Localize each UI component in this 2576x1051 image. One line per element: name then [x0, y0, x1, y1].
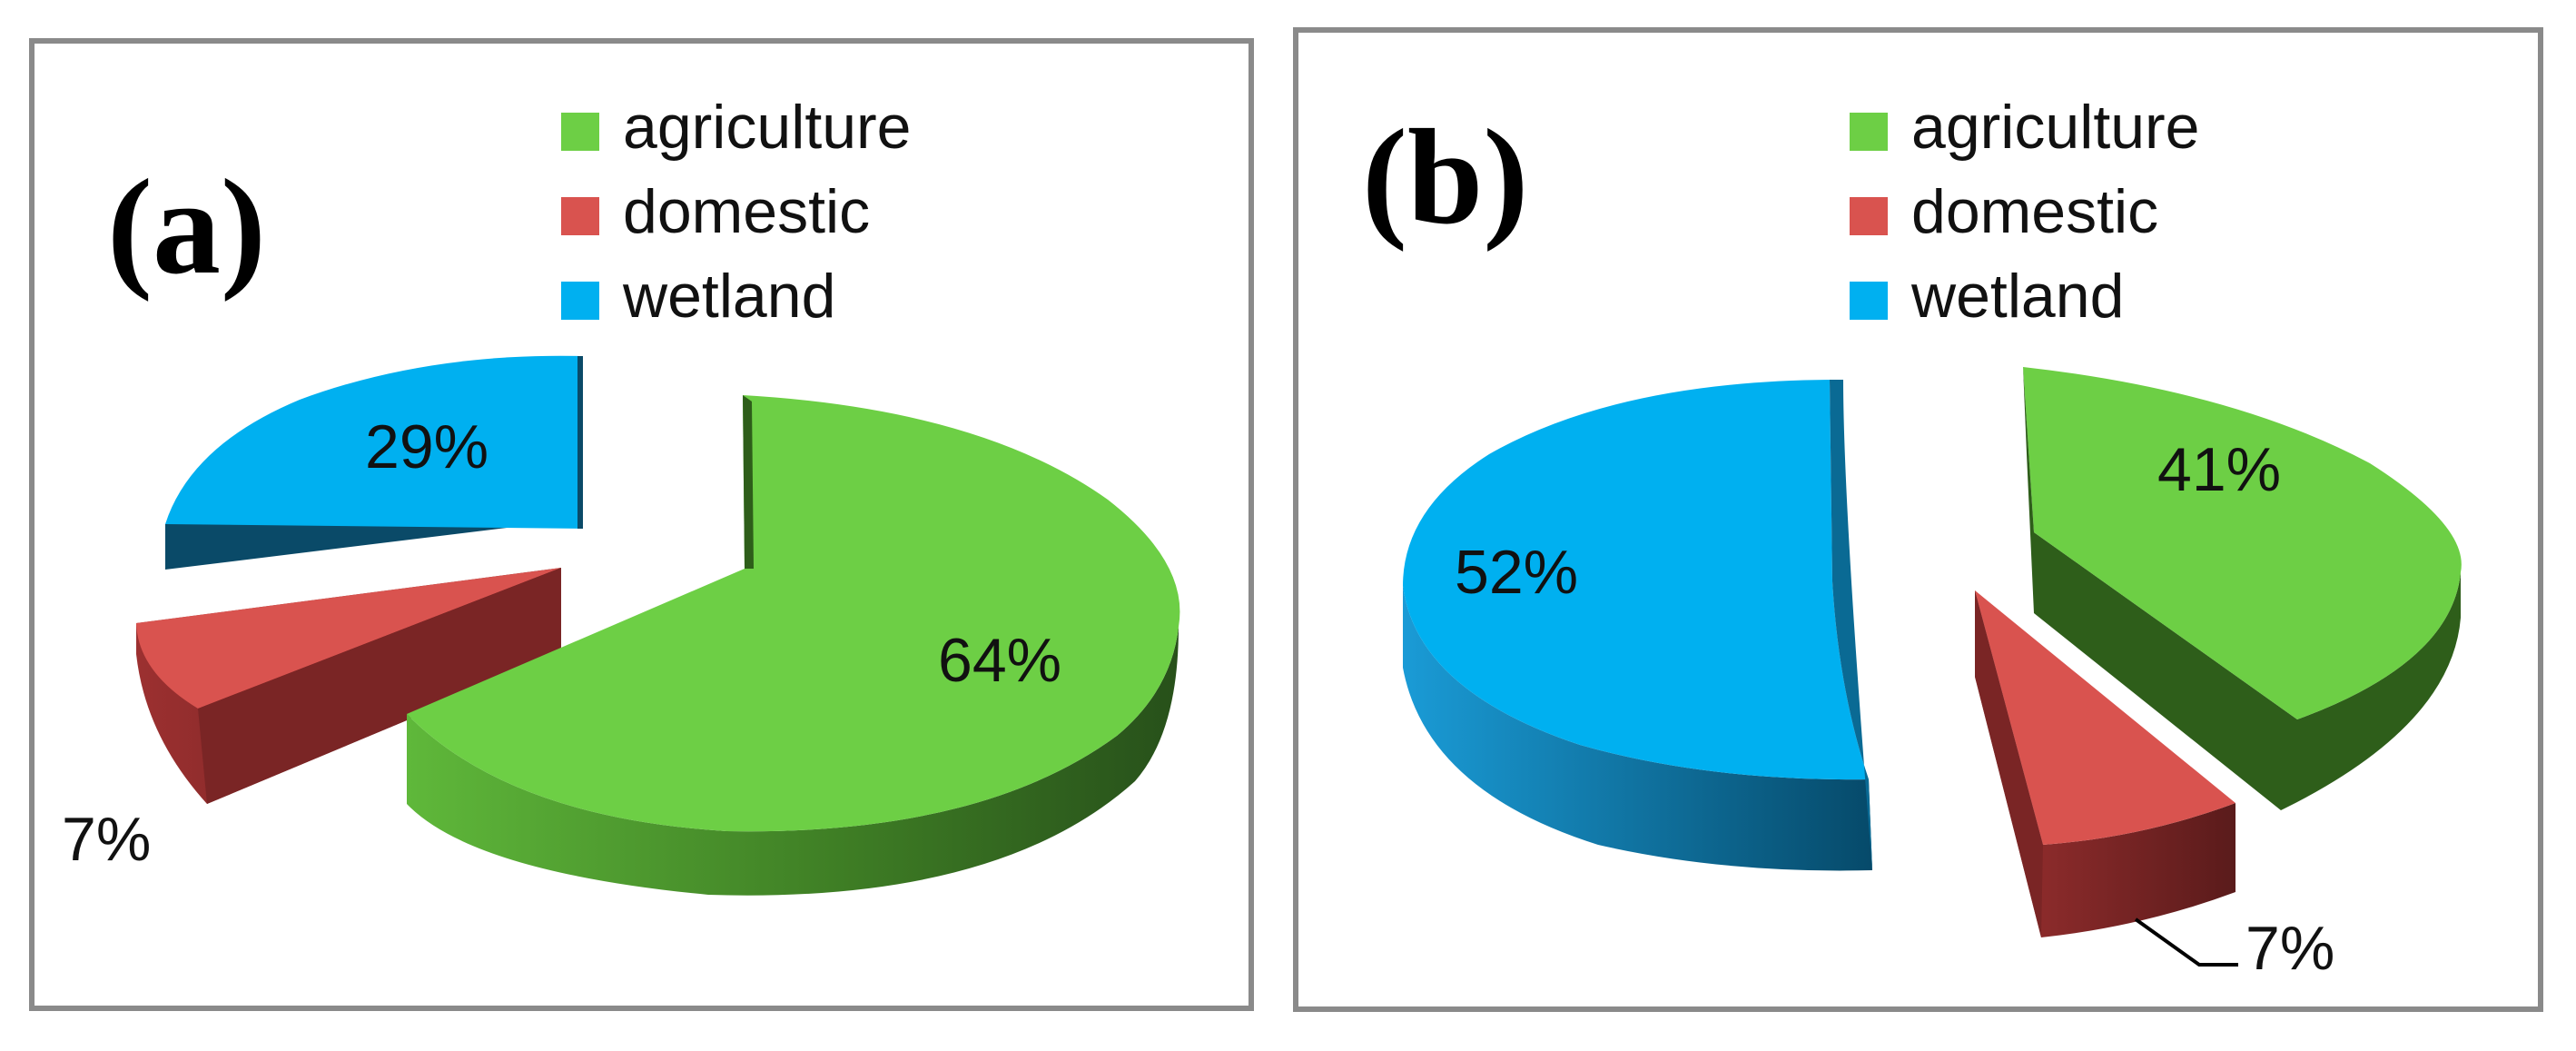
- pie-b-slice-wetland-side: [1403, 586, 1872, 871]
- pie-b-slice-agriculture-side: [2034, 532, 2461, 810]
- legend-label-agriculture: agriculture: [623, 93, 912, 162]
- pie-a-slice-wetland-top: [165, 355, 583, 529]
- pie-a-slice-wetland: [165, 355, 583, 570]
- legend-label-wetland: wetland: [1910, 262, 2124, 331]
- pie-a-label-agriculture: 64%: [938, 626, 1061, 695]
- legend-swatch-domestic: [1850, 197, 1888, 235]
- legend-swatch-wetland: [1850, 282, 1888, 320]
- legend-label-domestic: domestic: [1911, 177, 2158, 246]
- legend-label-agriculture: agriculture: [1911, 93, 2200, 162]
- panel-a-label: (a): [107, 152, 266, 302]
- pie-b-slice-wetland: [1403, 380, 1872, 871]
- legend-swatch-agriculture: [1850, 113, 1888, 151]
- pie-a-slice-agriculture-top: [407, 395, 1180, 832]
- legend-label-wetland: wetland: [622, 262, 835, 331]
- pie-b-label-domestic: 7%: [2245, 914, 2334, 983]
- legend-label-domestic: domestic: [623, 177, 870, 246]
- pie-b-label-agriculture: 41%: [2157, 435, 2281, 504]
- panel-b: (b) agriculture domestic wetland: [1293, 27, 2543, 1012]
- legend-swatch-domestic: [561, 197, 599, 235]
- pie-b-slice-wetland-top: [1403, 380, 1869, 780]
- legend-swatch-wetland: [561, 282, 599, 320]
- pie-a-slice-domestic: [136, 568, 561, 804]
- pie-b-slice-domestic-top: [1975, 590, 2235, 845]
- pie-b-slice-domestic: [1975, 590, 2235, 937]
- pie-a-label-domestic: 7%: [62, 805, 151, 874]
- pie-a-slice-agriculture-side: [407, 627, 1179, 896]
- pie-b-leader-line-domestic: [2134, 917, 2238, 967]
- panel-a: (a) agriculture domestic wetland: [29, 38, 1254, 1011]
- panel-b-label: (b): [1362, 102, 1528, 253]
- pie-a-label-wetland: 29%: [365, 412, 489, 481]
- panel-a-legend: agriculture domestic wetland: [561, 93, 912, 331]
- pie-b-slice-agriculture: [2023, 367, 2462, 810]
- pie-b-label-wetland: 52%: [1455, 538, 1578, 607]
- panel-b-legend: agriculture domestic wetland: [1850, 93, 2200, 331]
- pie-a-slice-agriculture: [407, 395, 1180, 896]
- pie-a-slice-domestic-top: [136, 568, 561, 709]
- pie-b-slice-agriculture-top: [2023, 367, 2462, 719]
- legend-swatch-agriculture: [561, 113, 599, 151]
